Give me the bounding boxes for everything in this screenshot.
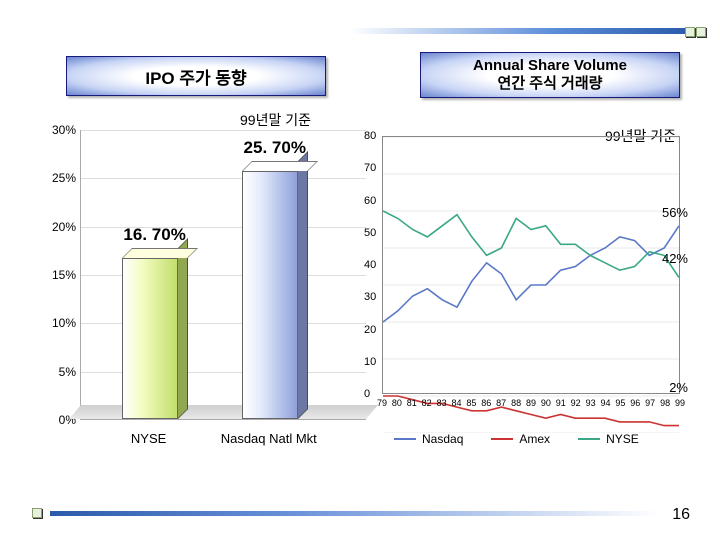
bar-yaxis: 0%5%10%15%20%25%30% bbox=[40, 130, 80, 420]
line-xtick: 98 bbox=[660, 398, 670, 408]
series-nasdaq bbox=[383, 226, 679, 322]
line-xtick: 91 bbox=[556, 398, 566, 408]
title-left-text: IPO 주가 동향 bbox=[145, 64, 246, 89]
line-xtick: 81 bbox=[407, 398, 417, 408]
line-ytick: 40 bbox=[364, 259, 376, 271]
line-ytick: 80 bbox=[364, 130, 376, 142]
subcaption-left: 99년말 기준 bbox=[240, 110, 311, 130]
line-plot bbox=[382, 136, 680, 394]
line-xtick: 88 bbox=[511, 398, 521, 408]
line-xtick: 80 bbox=[392, 398, 402, 408]
bar bbox=[122, 258, 178, 419]
bar-xlabel: Nasdaq Natl Mkt bbox=[221, 431, 317, 446]
legend-label: Nasdaq bbox=[422, 432, 463, 446]
bar-chart: 0%5%10%15%20%25%30% 16. 70%NYSE25. 70%Na… bbox=[40, 130, 370, 460]
line-xtick: 79 bbox=[377, 398, 387, 408]
series-end-label: 2% bbox=[669, 380, 688, 395]
line-xtick: 83 bbox=[437, 398, 447, 408]
legend-label: Amex bbox=[519, 432, 550, 446]
legend-swatch bbox=[491, 438, 513, 440]
series-nyse bbox=[383, 211, 679, 278]
bar-ytick: 30% bbox=[52, 123, 76, 137]
line-xtick: 84 bbox=[451, 398, 461, 408]
bar-ytick: 20% bbox=[52, 220, 76, 234]
title-left-box: IPO 주가 동향 bbox=[66, 56, 326, 96]
line-xtick: 82 bbox=[422, 398, 432, 408]
bar-ytick: 10% bbox=[52, 316, 76, 330]
bar-xlabel: NYSE bbox=[131, 431, 166, 446]
series-end-label: 42% bbox=[662, 251, 688, 266]
header-bullets bbox=[684, 24, 706, 42]
series-end-label: 56% bbox=[662, 205, 688, 220]
legend-swatch bbox=[578, 438, 600, 440]
line-xtick: 89 bbox=[526, 398, 536, 408]
bar-value-label: 25. 70% bbox=[244, 138, 306, 158]
title-right-text: Annual Share Volume연간 주식 거래량 bbox=[473, 57, 627, 93]
line-legend: Nasdaq Amex NYSE bbox=[394, 432, 684, 446]
title-right-box: Annual Share Volume연간 주식 거래량 bbox=[420, 52, 680, 98]
legend-item: Amex bbox=[491, 432, 550, 446]
footer-rule bbox=[50, 511, 660, 516]
bar-ytick: 15% bbox=[52, 268, 76, 282]
line-ytick: 30 bbox=[364, 291, 376, 303]
line-chart: NasdaqAmexNYSE 0102030405060708079808182… bbox=[364, 136, 684, 446]
line-ytick: 20 bbox=[364, 324, 376, 336]
legend-swatch bbox=[394, 438, 416, 440]
footer-bullet bbox=[32, 508, 42, 518]
line-xtick: 95 bbox=[615, 398, 625, 408]
line-xtick: 90 bbox=[541, 398, 551, 408]
line-ytick: 50 bbox=[364, 227, 376, 239]
line-xtick: 96 bbox=[630, 398, 640, 408]
legend-label: NYSE bbox=[606, 432, 639, 446]
line-xtick: 93 bbox=[586, 398, 596, 408]
header-rule bbox=[350, 28, 690, 34]
bar-plot bbox=[80, 130, 366, 420]
line-xtick: 92 bbox=[571, 398, 581, 408]
page-number: 16 bbox=[672, 506, 690, 524]
line-xtick: 94 bbox=[600, 398, 610, 408]
bar bbox=[242, 171, 298, 419]
line-ytick: 60 bbox=[364, 195, 376, 207]
legend-item: Nasdaq bbox=[394, 432, 463, 446]
line-ytick: 0 bbox=[364, 388, 370, 400]
line-xtick: 85 bbox=[466, 398, 476, 408]
line-xtick: 87 bbox=[496, 398, 506, 408]
legend-item: NYSE bbox=[578, 432, 639, 446]
line-xtick: 99 bbox=[675, 398, 685, 408]
line-ytick: 70 bbox=[364, 162, 376, 174]
line-ytick: 10 bbox=[364, 356, 376, 368]
bar-value-label: 16. 70% bbox=[123, 225, 185, 245]
bar-ytick: 25% bbox=[52, 171, 76, 185]
bar-ytick: 5% bbox=[59, 365, 76, 379]
line-xtick: 86 bbox=[481, 398, 491, 408]
line-svg bbox=[383, 137, 679, 433]
line-xtick: 97 bbox=[645, 398, 655, 408]
